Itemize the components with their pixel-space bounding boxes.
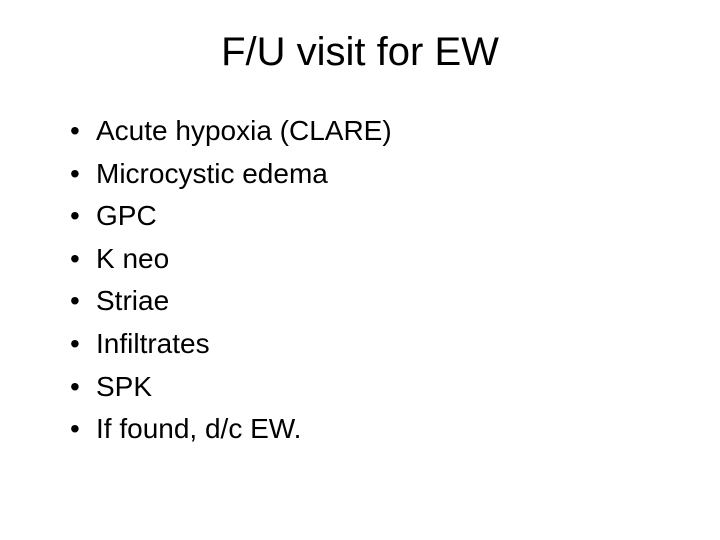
bullet-icon: • bbox=[68, 324, 96, 365]
bullet-icon: • bbox=[68, 239, 96, 280]
slide-title: F/U visit for EW bbox=[60, 30, 660, 75]
list-item: • GPC bbox=[68, 196, 660, 237]
bullet-icon: • bbox=[68, 196, 96, 237]
bullet-text: SPK bbox=[96, 367, 660, 408]
list-item: • Microcystic edema bbox=[68, 154, 660, 195]
list-item: • SPK bbox=[68, 367, 660, 408]
list-item: • K neo bbox=[68, 239, 660, 280]
list-item: • Striae bbox=[68, 281, 660, 322]
bullet-text: Striae bbox=[96, 281, 660, 322]
slide-container: F/U visit for EW • Acute hypoxia (CLARE)… bbox=[0, 0, 720, 540]
bullet-icon: • bbox=[68, 111, 96, 152]
bullet-icon: • bbox=[68, 367, 96, 408]
bullet-text: Acute hypoxia (CLARE) bbox=[96, 111, 660, 152]
bullet-icon: • bbox=[68, 409, 96, 450]
bullet-icon: • bbox=[68, 281, 96, 322]
bullet-text: If found, d/c EW. bbox=[96, 409, 660, 450]
bullet-text: Infiltrates bbox=[96, 324, 660, 365]
list-item: • Acute hypoxia (CLARE) bbox=[68, 111, 660, 152]
bullet-text: K neo bbox=[96, 239, 660, 280]
list-item: • If found, d/c EW. bbox=[68, 409, 660, 450]
bullet-text: Microcystic edema bbox=[96, 154, 660, 195]
bullet-list: • Acute hypoxia (CLARE) • Microcystic ed… bbox=[60, 111, 660, 450]
list-item: • Infiltrates bbox=[68, 324, 660, 365]
bullet-icon: • bbox=[68, 154, 96, 195]
bullet-text: GPC bbox=[96, 196, 660, 237]
